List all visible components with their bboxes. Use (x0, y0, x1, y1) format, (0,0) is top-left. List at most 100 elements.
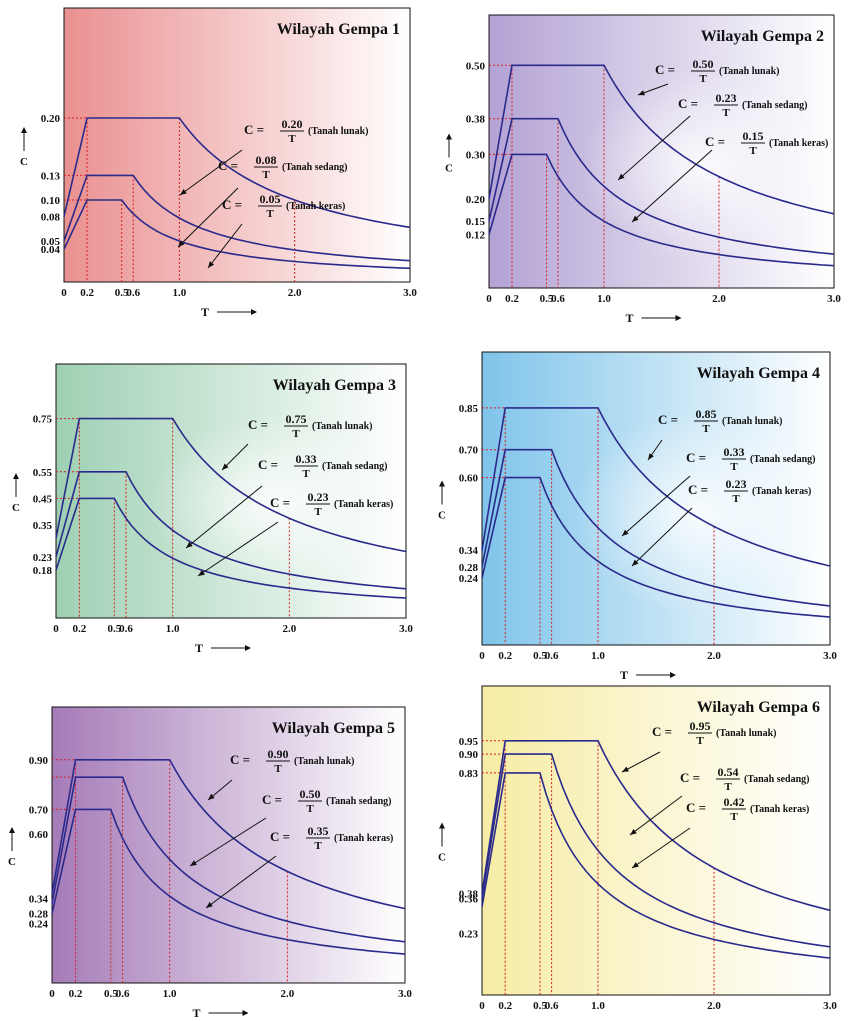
y-tick-label: 0.13 (41, 170, 61, 182)
plot-frame (481, 351, 831, 646)
pointer-arrow (177, 187, 239, 248)
chart-panel-3: Wilayah Gempa 30.750.550.450.350.230.180… (12, 363, 413, 655)
pointer-arrowhead (206, 902, 213, 908)
x-tick-label: 3.0 (403, 287, 417, 299)
formula-denominator: T (266, 208, 274, 220)
series-line-tanah-keras (481, 772, 831, 959)
x-tick-label: 2.0 (707, 1000, 721, 1012)
series-line-tanah-keras (63, 199, 411, 270)
pointer-arrowhead (190, 860, 197, 866)
formula-label-tanah-lunak: C = 0.75 T (Tanah lunak) (221, 412, 373, 471)
formula-denominator: T (314, 840, 322, 852)
chart-title: Wilayah Gempa 5 (272, 720, 395, 737)
x-tick-label: 1.0 (172, 287, 186, 299)
x-tick-label: 3.0 (398, 988, 412, 1000)
pointer-arrowhead (632, 215, 639, 222)
chart-title: Wilayah Gempa 4 (697, 365, 820, 382)
plot-glow (489, 15, 834, 288)
series-line-tanah-lunak (63, 117, 411, 229)
x-tick-label: 0.6 (545, 1000, 559, 1012)
y-tick-label: 0.04 (41, 244, 61, 256)
formula-numerator: 0.50 (300, 787, 321, 801)
y-tick-label: 0.23 (33, 552, 53, 564)
y-axis-arrowhead (446, 133, 452, 140)
y-tick-label: 0.90 (459, 749, 479, 761)
formula-denominator: T (722, 107, 730, 119)
formula-label-tanah-keras: C = 0.05 T (Tanah keras) (207, 192, 345, 269)
y-tick-label: 0.23 (459, 928, 479, 940)
x-tick-label: 0 (486, 293, 492, 305)
y-axis-label: C (445, 163, 453, 175)
x-axis-label: T (193, 1006, 201, 1020)
x-axis-arrowhead (675, 315, 682, 321)
formula-denominator: T (696, 735, 704, 747)
x-tick-label: 1.0 (591, 650, 605, 662)
formula-label-tanah-lunak: C = 0.20 T (Tanah lunak) (179, 117, 369, 196)
formula-prefix: C = (680, 770, 700, 785)
y-tick-label: 0.95 (459, 736, 479, 748)
series-line-tanah-keras (51, 808, 406, 955)
x-tick-label: 3.0 (399, 623, 413, 635)
y-tick-label: 0.10 (41, 195, 61, 207)
formula-note: (Tanah lunak) (294, 756, 355, 767)
formula-prefix: C = (686, 800, 706, 815)
y-tick-label: 0.60 (29, 829, 49, 841)
y-tick-label: 0.60 (459, 473, 479, 485)
formula-note: (Tanah keras) (334, 833, 393, 844)
formula-prefix: C = (230, 752, 250, 767)
y-tick-label: 0.20 (466, 194, 486, 206)
x-tick-label: 0 (53, 623, 59, 635)
x-tick-label: 0.5 (107, 623, 121, 635)
x-tick-label: 0.5 (104, 988, 118, 1000)
formula-numerator: 0.08 (256, 153, 277, 167)
series-line-tanah-sedang (481, 753, 831, 948)
formula-note: (Tanah keras) (752, 486, 811, 497)
plot-frame (63, 7, 411, 283)
formula-numerator: 0.75 (286, 412, 307, 426)
formula-denominator: T (699, 73, 707, 85)
y-axis-arrowhead (21, 127, 27, 133)
x-tick-label: 3.0 (823, 650, 837, 662)
series-line-tanah-sedang (488, 117, 835, 255)
series-line-tanah-lunak (481, 407, 831, 567)
formula-prefix: C = (248, 417, 268, 432)
formula-note: (Tanah keras) (769, 138, 828, 149)
x-tick-label: 0.2 (498, 1000, 512, 1012)
formula-denominator: T (302, 468, 310, 480)
formula-denominator: T (732, 493, 740, 505)
x-axis-arrowhead (670, 672, 676, 678)
formula-note: (Tanah keras) (750, 804, 809, 815)
formula-label-tanah-keras: C = 0.23 T (Tanah keras) (631, 477, 811, 567)
series-line-tanah-lunak (481, 740, 831, 912)
y-axis-arrowhead (9, 827, 15, 833)
x-axis-arrowhead (245, 645, 251, 651)
x-tick-label: 1.0 (163, 988, 177, 1000)
x-tick-label: 0 (61, 287, 67, 299)
series-line-tanah-keras (488, 153, 835, 267)
pointer-arrowhead (622, 529, 629, 536)
formula-prefix: C = (686, 450, 706, 465)
pointer-arrow (189, 817, 267, 867)
formula-note: (Tanah lunak) (722, 416, 783, 427)
formula-denominator: T (702, 423, 710, 435)
y-tick-label: 0.24 (29, 918, 49, 930)
formula-denominator: T (730, 461, 738, 473)
formula-numerator: 0.23 (726, 477, 747, 491)
x-tick-label: 0.2 (69, 988, 83, 1000)
pointer-arrowhead (622, 766, 629, 772)
x-tick-label: 0.2 (498, 650, 512, 662)
x-tick-label: 0.6 (126, 287, 140, 299)
y-tick-label: 0.24 (459, 573, 479, 585)
formula-prefix: C = (270, 495, 290, 510)
plot-glow (482, 352, 830, 645)
formula-numerator: 0.33 (296, 452, 317, 466)
x-tick-label: 1.0 (591, 1000, 605, 1012)
plot-frame (488, 14, 835, 289)
pointer-arrow (205, 855, 277, 909)
pointer-arrowhead (632, 559, 639, 566)
formula-note: (Tanah lunak) (312, 421, 373, 432)
x-tick-label: 2.0 (288, 287, 302, 299)
pointer-arrow (197, 521, 279, 577)
formula-label-tanah-lunak: C = 0.50 T (Tanah lunak) (637, 57, 780, 96)
pointer-arrowhead (638, 90, 645, 96)
